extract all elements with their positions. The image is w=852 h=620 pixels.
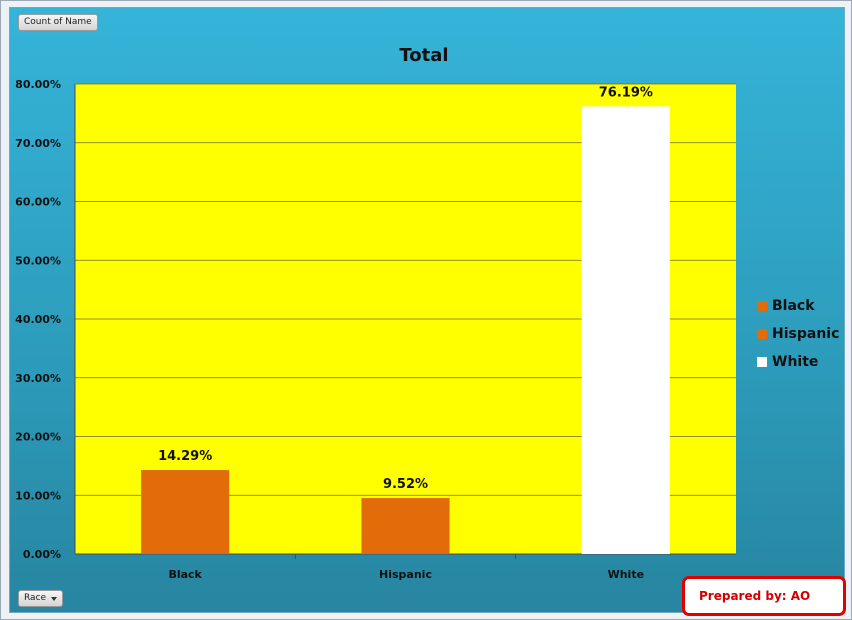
legend-item-black: Black — [757, 292, 839, 320]
y-tick-label: 80.00% — [15, 78, 61, 91]
y-tick-label: 10.00% — [15, 489, 61, 502]
y-tick-label: 70.00% — [15, 137, 61, 150]
y-tick-label: 30.00% — [15, 372, 61, 385]
bar-black[interactable] — [141, 470, 230, 554]
chart-title: Total — [399, 45, 448, 66]
bar-hispanic[interactable] — [361, 498, 450, 554]
legend-swatch-black — [757, 301, 767, 311]
legend-swatch-hispanic — [757, 329, 767, 339]
race-field-label: Race — [24, 593, 47, 603]
y-tick-label: 60.00% — [15, 196, 61, 209]
bar-white[interactable] — [581, 106, 670, 554]
y-tick-label: 0.00% — [23, 548, 61, 561]
legend-label-hispanic: Hispanic — [772, 326, 840, 342]
legend-label-black: Black — [772, 298, 815, 314]
race-field-button[interactable]: Race — [18, 590, 64, 607]
count-of-name-field-button[interactable]: Count of Name — [18, 14, 98, 31]
y-tick-label: 40.00% — [15, 313, 61, 326]
data-label-white: 76.19% — [599, 85, 653, 100]
data-label-hispanic: 9.52% — [383, 477, 428, 492]
data-label-black: 14.29% — [158, 449, 212, 464]
legend-item-hispanic: Hispanic — [757, 320, 839, 348]
x-tick-label-hispanic: Hispanic — [379, 568, 432, 581]
prepared-by-note: Prepared by: AO — [682, 576, 846, 616]
legend-swatch-white — [757, 357, 767, 367]
dropdown-arrow-icon[interactable] — [51, 597, 58, 601]
x-tick-label-black: Black — [168, 568, 202, 581]
x-tick-label-white: White — [608, 568, 644, 581]
legend: Black Hispanic White — [757, 292, 839, 376]
legend-item-white: White — [757, 348, 839, 376]
legend-label-white: White — [772, 354, 819, 370]
y-tick-label: 20.00% — [15, 431, 61, 444]
y-tick-label: 50.00% — [15, 254, 61, 267]
